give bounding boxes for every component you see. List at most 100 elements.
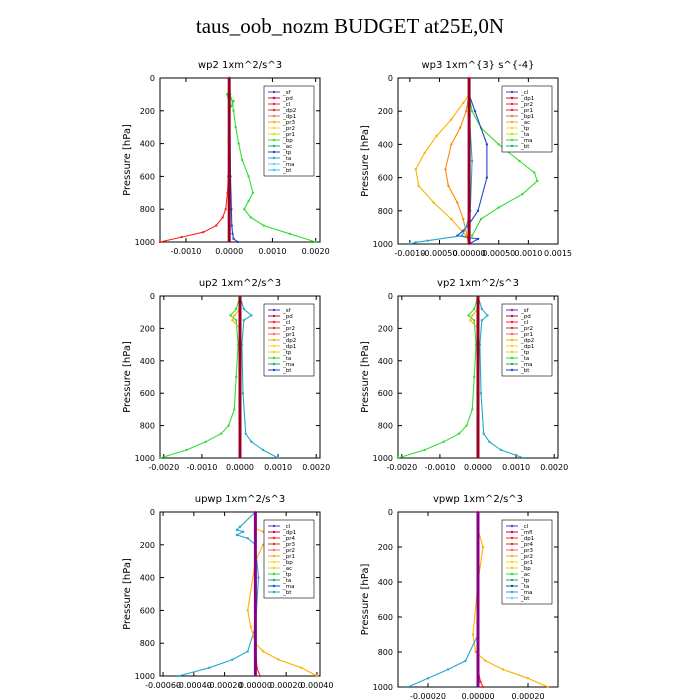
legend-label: _dp1 — [282, 344, 296, 350]
legend-label: _dp1 — [282, 114, 296, 120]
x-tick-label: -0.0010 — [186, 463, 217, 472]
legend-marker — [510, 584, 514, 588]
data-point — [261, 650, 265, 653]
legend-label: _mfl — [520, 530, 533, 536]
panel-title: wp3 1xm^{3} s^{-4} — [421, 60, 534, 71]
data-point — [230, 224, 233, 227]
legend-marker — [272, 120, 276, 124]
legend-label: _pr4 — [520, 542, 534, 548]
data-point — [158, 240, 162, 244]
data-point — [185, 448, 188, 452]
legend-marker — [510, 542, 514, 546]
legend-label: _dp2 — [282, 338, 296, 344]
data-point — [465, 424, 468, 427]
legend-marker — [272, 350, 276, 354]
y-tick-label: 0 — [150, 508, 155, 517]
legend: _cl_mfl_dp1_pr4_pr3_pr2_pr1_bp_ac_tp_ta_… — [501, 519, 553, 605]
data-point — [241, 392, 245, 395]
legend-marker — [272, 320, 276, 324]
legend-label: _bt — [282, 368, 292, 374]
data-point — [261, 530, 265, 533]
data-point — [261, 448, 265, 452]
series-line-pr1 — [469, 308, 479, 329]
plot-frame — [159, 511, 321, 677]
data-point — [227, 424, 230, 427]
legend-marker — [272, 314, 276, 318]
legend-label: _ma — [282, 584, 294, 590]
x-tick-label: 0.0010 — [258, 247, 286, 256]
data-point — [470, 110, 474, 113]
legend-label: _pr2 — [282, 126, 295, 132]
legend-label: _cl — [520, 90, 529, 96]
data-point — [250, 314, 253, 317]
data-point — [219, 432, 223, 435]
panel-title: up2 1xm^2/s^3 — [199, 278, 281, 289]
legend-marker — [272, 90, 276, 94]
legend-label: _pr4 — [282, 536, 296, 542]
y-tick-label: 0 — [388, 508, 393, 517]
x-tick-label: 0.00020 — [270, 681, 303, 690]
panel-5: upwp 1xm^2/s^3 Pressure [hPa] 0 200 400 600 80… — [122, 494, 333, 690]
legend-marker — [510, 138, 514, 142]
data-point — [417, 184, 420, 188]
data-point — [288, 232, 291, 235]
data-point — [464, 659, 467, 662]
legend-marker — [272, 114, 276, 118]
plot-frame — [397, 77, 559, 245]
data-point — [208, 666, 211, 669]
data-point — [533, 171, 536, 174]
data-point — [423, 448, 426, 452]
panel-6: vpwp 1xm^2/s^3 Pressure [hPa] 0 200 400 600 80… — [360, 494, 559, 700]
legend-marker — [272, 156, 276, 160]
data-point — [249, 625, 252, 628]
x-tick-label: 0.00000 — [461, 692, 494, 700]
x-tick-label: 0.00040 — [300, 681, 333, 690]
data-point — [247, 175, 250, 178]
y-tick-label: 400 — [378, 578, 393, 587]
legend-label: _cl — [520, 320, 529, 326]
data-point — [224, 208, 227, 211]
y-tick-label: 400 — [378, 357, 393, 366]
legend: _sf_pd_cl_dp2_dp1_pr3_pr2_pr1_bp_ac_tp_t… — [263, 85, 315, 177]
data-point — [225, 93, 229, 96]
data-point — [474, 650, 477, 654]
legend-box — [501, 85, 553, 153]
legend-label: _cl — [282, 102, 291, 108]
legend-label: _pr2 — [520, 554, 533, 560]
data-point — [464, 226, 468, 229]
legend-marker — [272, 542, 276, 546]
legend-marker — [272, 150, 276, 154]
x-tick-label: -0.00050 — [421, 249, 457, 258]
legend: _cl_dp1_pr4_pr3_pr2_pr1_bp_ac_tp_ta_ma_b… — [263, 519, 315, 599]
legend-label: _cl — [282, 320, 291, 326]
panel-4: vp2 1xm^2/s^3 Pressure [hPa] 0 200 400 600 800… — [360, 278, 568, 472]
data-point — [315, 674, 319, 678]
legend-label: _bt — [520, 144, 530, 150]
x-tick-label: -0.0020 — [148, 463, 179, 472]
x-tick-label: -0.0010 — [171, 247, 202, 256]
legend-marker — [272, 536, 276, 540]
data-point — [233, 314, 236, 317]
y-tick-label: 800 — [378, 207, 393, 216]
legend-box — [263, 519, 315, 599]
legend-marker — [272, 362, 276, 366]
data-point — [471, 314, 474, 317]
data-point — [457, 432, 461, 435]
data-point — [246, 537, 249, 540]
legend-marker — [510, 120, 514, 124]
data-point — [473, 307, 476, 311]
legend-box — [263, 85, 315, 177]
data-point — [450, 217, 453, 221]
legend-marker — [510, 356, 514, 360]
panel-2: wp3 1xm^{3} s^{-4} Pressure [hPa] 0 200 400 6… — [360, 60, 572, 258]
legend-marker — [510, 350, 514, 354]
legend-label: _pr2 — [282, 548, 295, 554]
legend-marker — [272, 530, 276, 534]
series-line-dp1 — [159, 78, 230, 243]
legend-label: _tp — [520, 126, 530, 132]
data-point — [479, 680, 482, 683]
legend-label: _ta — [520, 356, 529, 362]
data-point — [536, 179, 539, 183]
legend-label: _bt — [520, 596, 530, 602]
data-point — [485, 176, 489, 179]
